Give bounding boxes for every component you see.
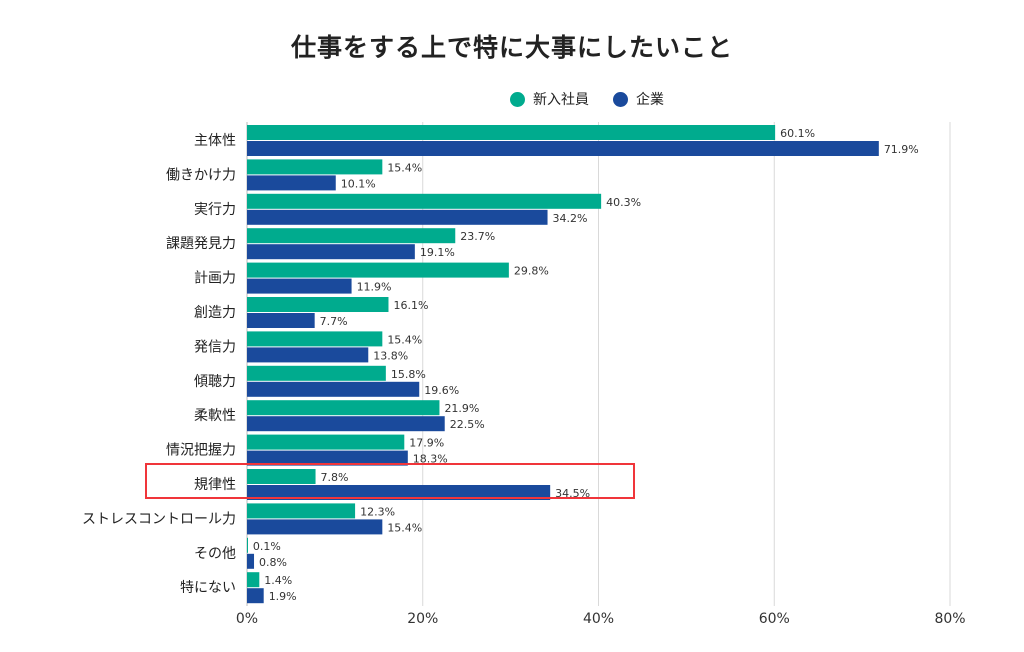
data-label: 22.5% bbox=[450, 418, 485, 431]
category-label: 情況把握力 bbox=[166, 443, 236, 459]
bar-new-employees bbox=[247, 125, 776, 140]
data-label: 15.4% bbox=[387, 521, 422, 534]
data-label: 18.3% bbox=[413, 453, 448, 466]
bar-new-employees bbox=[247, 228, 456, 244]
legend-swatch-companies bbox=[613, 91, 628, 107]
bar-companies bbox=[247, 381, 420, 397]
data-label: 19.6% bbox=[424, 384, 459, 397]
bar-new-employees bbox=[247, 400, 440, 416]
category-label: 特にない bbox=[180, 580, 236, 596]
chart-title: 仕事をする上で特に大事にしたいこと bbox=[290, 33, 733, 62]
highlight-box bbox=[145, 463, 635, 499]
x-tick-label: 40% bbox=[583, 611, 614, 627]
data-label: 17.9% bbox=[409, 437, 444, 450]
data-label: 29.8% bbox=[514, 265, 549, 278]
x-tick-label: 60% bbox=[759, 611, 790, 627]
data-label: 23.7% bbox=[460, 230, 495, 243]
bar-new-employees bbox=[247, 537, 248, 553]
legend-swatch-new-employees bbox=[510, 91, 525, 107]
data-label: 40.3% bbox=[606, 196, 641, 209]
data-label: 19.1% bbox=[420, 246, 455, 259]
data-label: 13.8% bbox=[373, 349, 408, 362]
bar-companies bbox=[247, 416, 445, 432]
data-label: 15.4% bbox=[387, 161, 422, 174]
data-label: 15.4% bbox=[387, 333, 422, 346]
bar-companies bbox=[247, 519, 383, 535]
category-label: 柔軟性 bbox=[194, 408, 236, 424]
legend-item-new-employees: 新入社員 bbox=[510, 89, 589, 109]
bar-companies bbox=[247, 244, 415, 260]
legend: 新入社員 企業 bbox=[510, 89, 688, 109]
category-label: 発信力 bbox=[194, 339, 236, 355]
bar-companies bbox=[247, 588, 264, 604]
bar-new-employees bbox=[247, 331, 383, 347]
category-label: 創造力 bbox=[194, 305, 236, 321]
data-label: 7.8% bbox=[321, 471, 349, 484]
legend-item-companies: 企業 bbox=[613, 89, 664, 109]
category-label: 働きかけ力 bbox=[166, 167, 236, 183]
bar-new-employees bbox=[247, 159, 383, 175]
data-label: 7.7% bbox=[320, 315, 348, 328]
data-label: 71.9% bbox=[884, 143, 919, 156]
category-label: 実行力 bbox=[194, 202, 236, 218]
bar-new-employees bbox=[247, 503, 356, 519]
x-tick-label: 80% bbox=[934, 611, 965, 627]
legend-label: 新入社員 bbox=[533, 92, 589, 108]
bar-companies bbox=[247, 278, 352, 294]
data-label: 1.9% bbox=[269, 590, 297, 603]
bar-companies bbox=[247, 553, 255, 569]
bar-new-employees bbox=[247, 469, 316, 484]
category-label: 計画力 bbox=[194, 271, 236, 287]
x-tick-label: 20% bbox=[407, 611, 438, 627]
legend-label: 企業 bbox=[636, 92, 664, 108]
bar-companies bbox=[247, 141, 879, 156]
category-label: 傾聴力 bbox=[194, 374, 236, 390]
data-label: 21.9% bbox=[444, 402, 479, 415]
data-label: 0.8% bbox=[259, 556, 287, 569]
data-label: 0.1% bbox=[253, 540, 281, 553]
bar-companies bbox=[247, 485, 551, 500]
data-label: 11.9% bbox=[357, 281, 392, 294]
data-label: 12.3% bbox=[360, 505, 395, 518]
bar-new-employees bbox=[247, 297, 389, 312]
x-tick-label: 0% bbox=[236, 611, 258, 627]
bar-companies bbox=[247, 209, 548, 225]
bar-companies bbox=[247, 450, 408, 466]
category-label: ストレスコントロール力 bbox=[82, 511, 236, 527]
bar-companies bbox=[247, 313, 315, 328]
bar-new-employees bbox=[247, 193, 602, 209]
bar-companies bbox=[247, 175, 336, 191]
data-label: 34.5% bbox=[555, 487, 590, 500]
bar-new-employees bbox=[247, 572, 260, 588]
bar-new-employees bbox=[247, 434, 405, 450]
data-label: 10.1% bbox=[341, 177, 376, 190]
bar-new-employees bbox=[247, 365, 386, 381]
data-label: 1.4% bbox=[264, 574, 292, 587]
data-label: 16.1% bbox=[393, 299, 428, 312]
bar-companies bbox=[247, 347, 369, 363]
data-label: 34.2% bbox=[553, 212, 588, 225]
category-label: 規律性 bbox=[194, 477, 236, 493]
category-label: 課題発見力 bbox=[166, 236, 236, 252]
category-label: その他 bbox=[194, 546, 236, 562]
bar-new-employees bbox=[247, 262, 509, 278]
data-label: 60.1% bbox=[780, 127, 815, 140]
category-label: 主体性 bbox=[194, 133, 236, 149]
data-label: 15.8% bbox=[391, 368, 426, 381]
